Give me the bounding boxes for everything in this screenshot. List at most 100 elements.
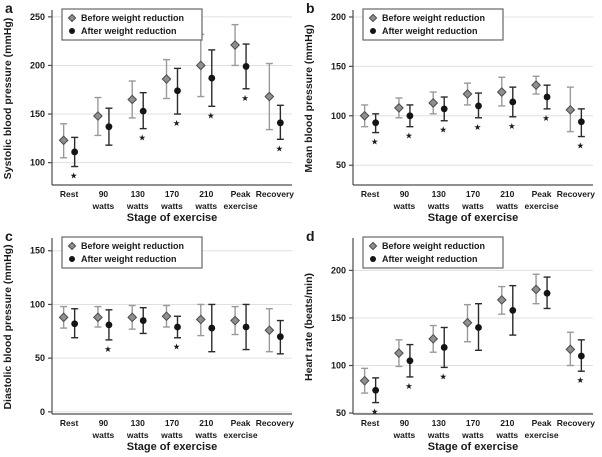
data-point-before: [264, 325, 275, 336]
x-category-label: 90: [99, 418, 109, 428]
x-category-label: watts: [194, 201, 217, 211]
y-tick-label: 250: [30, 12, 45, 22]
x-category-label: exercise: [525, 430, 559, 440]
x-category-label: Peak: [231, 189, 251, 199]
panel-a-systolic-bp: 100 150 200 250 Rest 90 watts 130 watts 170 watts 2…: [0, 0, 301, 228]
data-point-before: [195, 60, 206, 71]
significance-star: ★: [439, 125, 447, 135]
panel-d-heart-rate: 50 100 150 200 Rest 90 watts 130 watts 170 watts 21…: [301, 228, 602, 457]
x-category-label: Rest: [60, 418, 79, 428]
significance-star: ★: [405, 131, 413, 141]
data-point-before: [93, 111, 103, 121]
data-point-before: [195, 314, 206, 325]
data-point-before: [161, 74, 172, 84]
data-point-before: [264, 91, 275, 102]
significance-star: ★: [70, 171, 78, 181]
x-category-label: 210: [500, 418, 514, 428]
x-category-label: watts: [393, 201, 416, 211]
y-tick-label: 200: [30, 60, 45, 70]
panel-letter: a: [5, 0, 13, 16]
y-axis-title: Heart rate (beats/min): [303, 273, 315, 381]
legend-marker-before-diamond-icon: [67, 13, 77, 23]
significance-star: ★: [241, 93, 249, 103]
chart-svg: 100 150 200 250 Rest 90 watts 130 watts 170 watts 2…: [2, 0, 295, 224]
data-point-after: [139, 107, 147, 115]
data-point-before: [359, 110, 370, 121]
data-point-before: [428, 333, 439, 344]
x-category-label: exercise: [224, 430, 258, 440]
panel-letter: d: [306, 228, 315, 244]
x-category-label: watts: [92, 201, 115, 211]
x-category-label: exercise: [224, 201, 258, 211]
x-category-label: watts: [126, 430, 149, 440]
data-point-before: [428, 98, 439, 108]
x-category-label: 170: [165, 189, 179, 199]
x-category-label: 90: [400, 418, 410, 428]
significance-star: ★: [371, 137, 379, 147]
data-point-after: [543, 289, 551, 297]
y-tick-label: 50: [336, 160, 346, 170]
data-point-after: [509, 306, 517, 314]
x-category-label: watts: [92, 430, 115, 440]
data-point-after: [105, 321, 113, 329]
x-category-label: watts: [160, 430, 183, 440]
data-point-after: [105, 123, 113, 131]
legend-marker-after-circle-icon: [370, 256, 376, 262]
legend-label-before: Before weight reduction: [382, 13, 485, 23]
data-point-after: [406, 357, 414, 365]
y-tick-label: 200: [331, 265, 346, 275]
data-point-before: [531, 80, 541, 91]
data-point-after: [71, 148, 79, 156]
data-point-after: [242, 63, 250, 70]
legend-marker-before-diamond-icon: [368, 13, 378, 23]
data-point-after: [372, 386, 380, 394]
legend-label-before: Before weight reduction: [382, 241, 485, 251]
legend-marker-after-circle-icon: [69, 256, 75, 262]
x-category-label: Recovery: [256, 189, 295, 199]
x-category-label: Recovery: [557, 418, 596, 428]
x-category-label: 130: [432, 189, 446, 199]
data-point-before: [394, 102, 404, 113]
data-point-after: [174, 323, 181, 331]
legend-label-before: Before weight reduction: [81, 13, 184, 23]
data-point-after: [543, 93, 551, 101]
y-axis-title: Systolic blood pressure (mmHg): [2, 18, 14, 180]
y-tick-label: 50: [35, 353, 45, 363]
y-tick-label: 150: [331, 313, 346, 323]
x-category-label: 170: [165, 418, 179, 428]
data-point-after: [372, 119, 380, 127]
data-point-before: [127, 94, 138, 105]
chart-svg: 0 50 100 150 Rest 90 watts 130 watts 170 watts 210 w…: [2, 228, 294, 453]
x-category-label: 130: [131, 418, 145, 428]
x-category-label: Peak: [532, 189, 552, 199]
significance-star: ★: [371, 407, 379, 417]
data-point-after: [242, 323, 250, 331]
data-point-after: [475, 102, 482, 110]
y-tick-label: 50: [336, 408, 346, 418]
significance-star: ★: [104, 344, 112, 354]
x-category-label: Rest: [361, 418, 380, 428]
significance-star: ★: [577, 375, 585, 385]
data-point-after: [276, 119, 284, 127]
significance-star: ★: [138, 133, 146, 143]
data-point-before: [496, 87, 507, 97]
x-category-label: watts: [495, 430, 518, 440]
data-point-after: [208, 324, 216, 332]
panel-b-mean-bp: 50 100 150 200 Rest 90 watts 130 watts 170 watts 21…: [301, 0, 602, 228]
chart-svg: 50 100 150 200 Rest 90 watts 130 watts 170 watts 21…: [303, 0, 595, 224]
x-category-label: watts: [427, 430, 450, 440]
significance-star: ★: [173, 118, 181, 128]
legend-box: [61, 8, 203, 41]
x-category-label: watts: [427, 201, 450, 211]
legend-marker-before-diamond-icon: [368, 241, 378, 251]
y-tick-label: 150: [30, 109, 45, 119]
x-axis-title: Stage of exercise: [428, 441, 519, 453]
data-point-before: [462, 89, 473, 99]
x-category-label: Peak: [532, 418, 552, 428]
y-tick-label: 150: [331, 61, 346, 71]
legend-label-after: After weight reduction: [81, 254, 177, 264]
legend-box: [362, 8, 504, 41]
y-tick-label: 200: [331, 12, 346, 22]
x-category-label: watts: [126, 201, 149, 211]
